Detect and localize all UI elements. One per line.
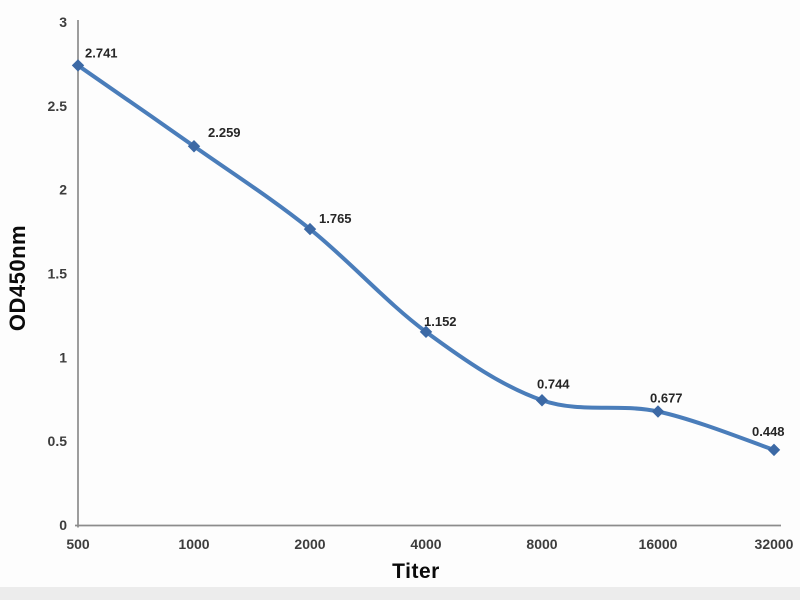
data-point-label: 0.448 bbox=[752, 424, 785, 439]
x-tick-label: 2000 bbox=[294, 536, 325, 552]
y-tick-label: 1 bbox=[59, 349, 67, 365]
y-tick-label: 3 bbox=[59, 14, 67, 30]
x-axis-title: Titer bbox=[392, 560, 440, 583]
data-point-marker bbox=[187, 140, 201, 153]
data-point-marker bbox=[767, 443, 781, 457]
y-tick-label: 2.5 bbox=[48, 98, 68, 114]
x-tick-label: 16000 bbox=[639, 536, 678, 552]
data-point-marker bbox=[303, 222, 317, 236]
data-point-label: 0.744 bbox=[537, 376, 570, 391]
data-point-marker bbox=[71, 59, 85, 72]
y-tick-label: 0 bbox=[59, 517, 67, 533]
x-tick-label: 8000 bbox=[526, 536, 557, 552]
data-point-marker bbox=[651, 405, 665, 418]
data-point-marker bbox=[535, 394, 549, 407]
y-tick-label: 1.5 bbox=[48, 266, 68, 282]
data-point-marker bbox=[419, 325, 433, 339]
x-tick-label: 4000 bbox=[410, 536, 441, 552]
y-tick-label: 2 bbox=[59, 182, 67, 198]
x-tick-label: 500 bbox=[66, 536, 90, 552]
data-point-label: 1.152 bbox=[424, 314, 457, 329]
data-point-label: 1.765 bbox=[319, 211, 352, 226]
x-tick-label: 1000 bbox=[178, 536, 209, 552]
y-tick-label: 0.5 bbox=[48, 433, 68, 449]
data-point-label: 0.677 bbox=[650, 390, 683, 405]
bottom-margin-band bbox=[0, 587, 800, 600]
x-tick-label: 32000 bbox=[755, 536, 794, 552]
data-point-label: 2.741 bbox=[85, 45, 118, 60]
data-point-label: 2.259 bbox=[208, 125, 241, 140]
y-axis-title: OD450nm bbox=[5, 224, 30, 332]
